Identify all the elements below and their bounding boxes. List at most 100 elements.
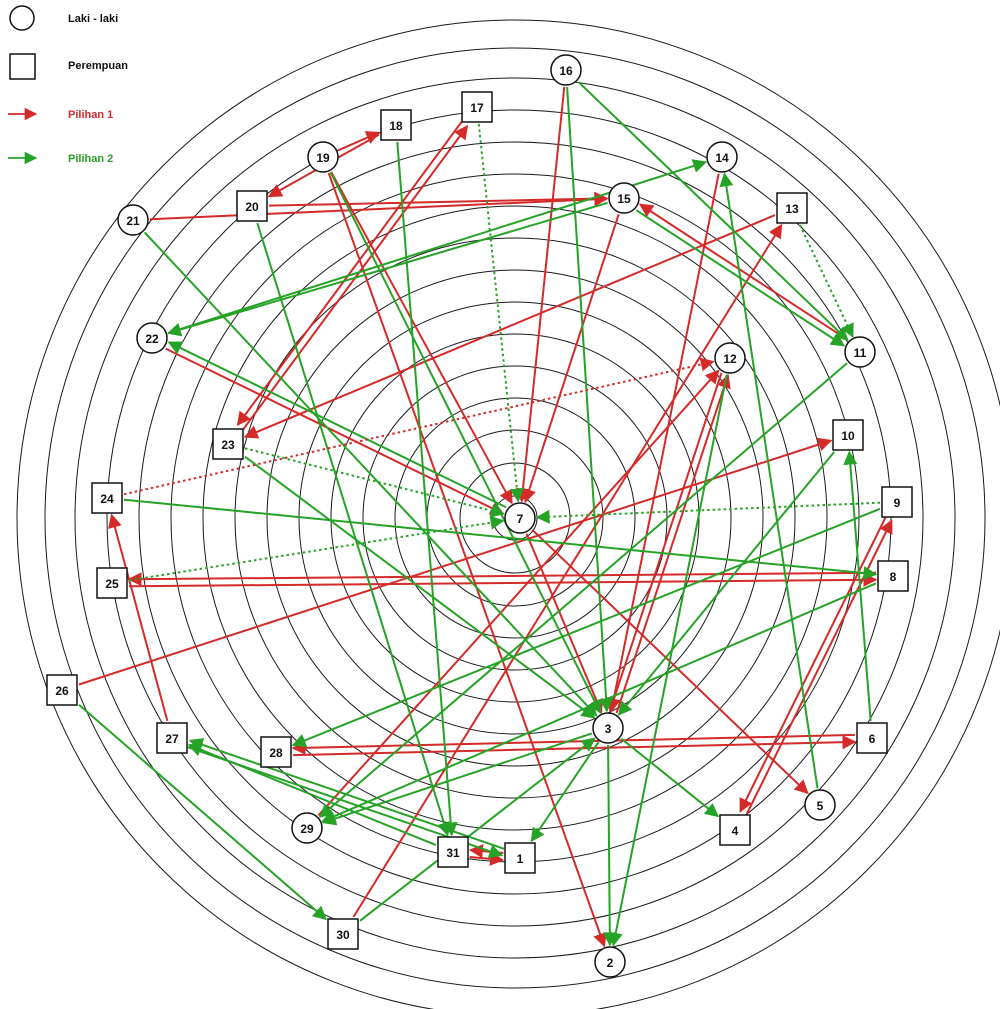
node-28: 28 — [260, 736, 292, 768]
female-node-square — [856, 722, 888, 754]
legend-choice1-label: Pilihan 1 — [68, 109, 113, 121]
node-label: 22 — [145, 332, 159, 346]
male-node-circle — [550, 54, 582, 86]
node-label: 17 — [470, 101, 484, 115]
node-label: 10 — [841, 429, 855, 443]
edge-3-to-4 — [620, 737, 720, 818]
edge-6-to-28 — [291, 733, 855, 755]
edge-25-to-7 — [128, 515, 505, 582]
node-17: 17 — [461, 91, 493, 123]
edge-9-to-28 — [291, 507, 881, 747]
node-label: 21 — [126, 214, 140, 228]
node-2: 2 — [594, 946, 626, 978]
node-label: 8 — [890, 570, 897, 584]
male-node-circle — [504, 502, 536, 534]
edge-18-to-31 — [396, 141, 458, 837]
edge-13-to-11 — [799, 224, 854, 338]
node-label: 13 — [785, 202, 799, 216]
node-10: 10 — [832, 419, 864, 451]
male-node-circle — [714, 342, 746, 374]
edge-7-to-22 — [167, 341, 507, 509]
female-node-square — [96, 567, 128, 599]
node-27: 27 — [156, 722, 188, 754]
edge-10-to-3 — [617, 451, 835, 716]
male-node-circle — [136, 322, 168, 354]
node-14: 14 — [706, 141, 738, 173]
edge-28-to-6 — [293, 735, 857, 757]
node-5: 5 — [804, 789, 836, 821]
node-label: 15 — [617, 192, 631, 206]
legend-female: Perempuan — [9, 53, 128, 80]
node-label: 30 — [336, 928, 350, 942]
ring — [74, 77, 956, 959]
legend-choice2-label: Pilihan 2 — [68, 153, 113, 165]
ring — [394, 397, 636, 639]
edge-19-to-18 — [338, 131, 381, 152]
node-19: 19 — [307, 141, 339, 173]
female-node-square — [461, 91, 493, 123]
node-16: 16 — [550, 54, 582, 86]
edge-13-to-23 — [243, 214, 776, 439]
node-label: 18 — [389, 119, 403, 133]
female-node-square — [236, 190, 268, 222]
node-4: 4 — [719, 814, 751, 846]
edge-16-to-11 — [577, 81, 849, 342]
female-node-square — [380, 109, 412, 141]
edge-17-to-23 — [236, 121, 463, 427]
node-20: 20 — [236, 190, 268, 222]
female-node-square — [91, 482, 123, 514]
female-node-square — [437, 836, 469, 868]
edge-20-to-15 — [268, 191, 609, 207]
edge-9-to-7 — [535, 501, 881, 524]
edge-26-to-10 — [78, 437, 833, 686]
node-label: 2 — [607, 956, 614, 970]
edge-16-to-3 — [566, 86, 614, 713]
ring — [106, 109, 924, 927]
female-node-square — [504, 842, 536, 874]
edge-22-to-7 — [165, 347, 505, 515]
edge-15-to-7 — [522, 213, 620, 504]
edge-5-to-14 — [719, 172, 819, 789]
node-3: 3 — [592, 712, 624, 744]
edge-30-to-3 — [359, 737, 596, 922]
edge-23-to-3 — [244, 455, 596, 719]
node-11: 11 — [844, 336, 876, 368]
node-label: 27 — [165, 732, 179, 746]
nodes: 1234567891011121314151617181920212223242… — [46, 54, 913, 978]
edge-17-to-7 — [477, 123, 524, 503]
node-30: 30 — [327, 918, 359, 950]
edge-16-to-7 — [516, 86, 566, 503]
male-node-circle — [608, 182, 640, 214]
female-node-square — [719, 814, 751, 846]
female-node-square — [881, 486, 913, 518]
legend-choice2: Pilihan 2 — [8, 151, 113, 165]
edge-3-to-1 — [530, 741, 600, 843]
edge-8-to-29 — [321, 582, 877, 823]
female-node-square — [776, 192, 808, 224]
node-label: 24 — [100, 492, 114, 506]
node-23: 23 — [212, 428, 244, 460]
edge-9-to-4 — [739, 517, 887, 813]
node-25: 25 — [96, 567, 128, 599]
ring — [234, 237, 796, 799]
edge-3-to-29 — [321, 732, 593, 826]
node-7: 7 — [504, 502, 536, 534]
node-label: 19 — [316, 151, 330, 165]
edge-6-to-10 — [843, 450, 872, 722]
male-node-circle — [594, 946, 626, 978]
edge-19-to-3 — [329, 171, 602, 715]
node-15: 15 — [608, 182, 640, 214]
female-node-square — [212, 428, 244, 460]
female-symbol-icon — [9, 53, 36, 80]
female-node-square — [832, 419, 864, 451]
male-node-circle — [844, 336, 876, 368]
edge-25-to-8 — [128, 572, 878, 588]
male-node-circle — [804, 789, 836, 821]
ring — [44, 47, 986, 989]
edge-24-to-12 — [123, 357, 715, 496]
node-label: 29 — [300, 822, 314, 836]
edge-27-to-24 — [108, 513, 169, 722]
edge-15-to-22 — [166, 201, 608, 337]
male-node-circle — [706, 141, 738, 173]
